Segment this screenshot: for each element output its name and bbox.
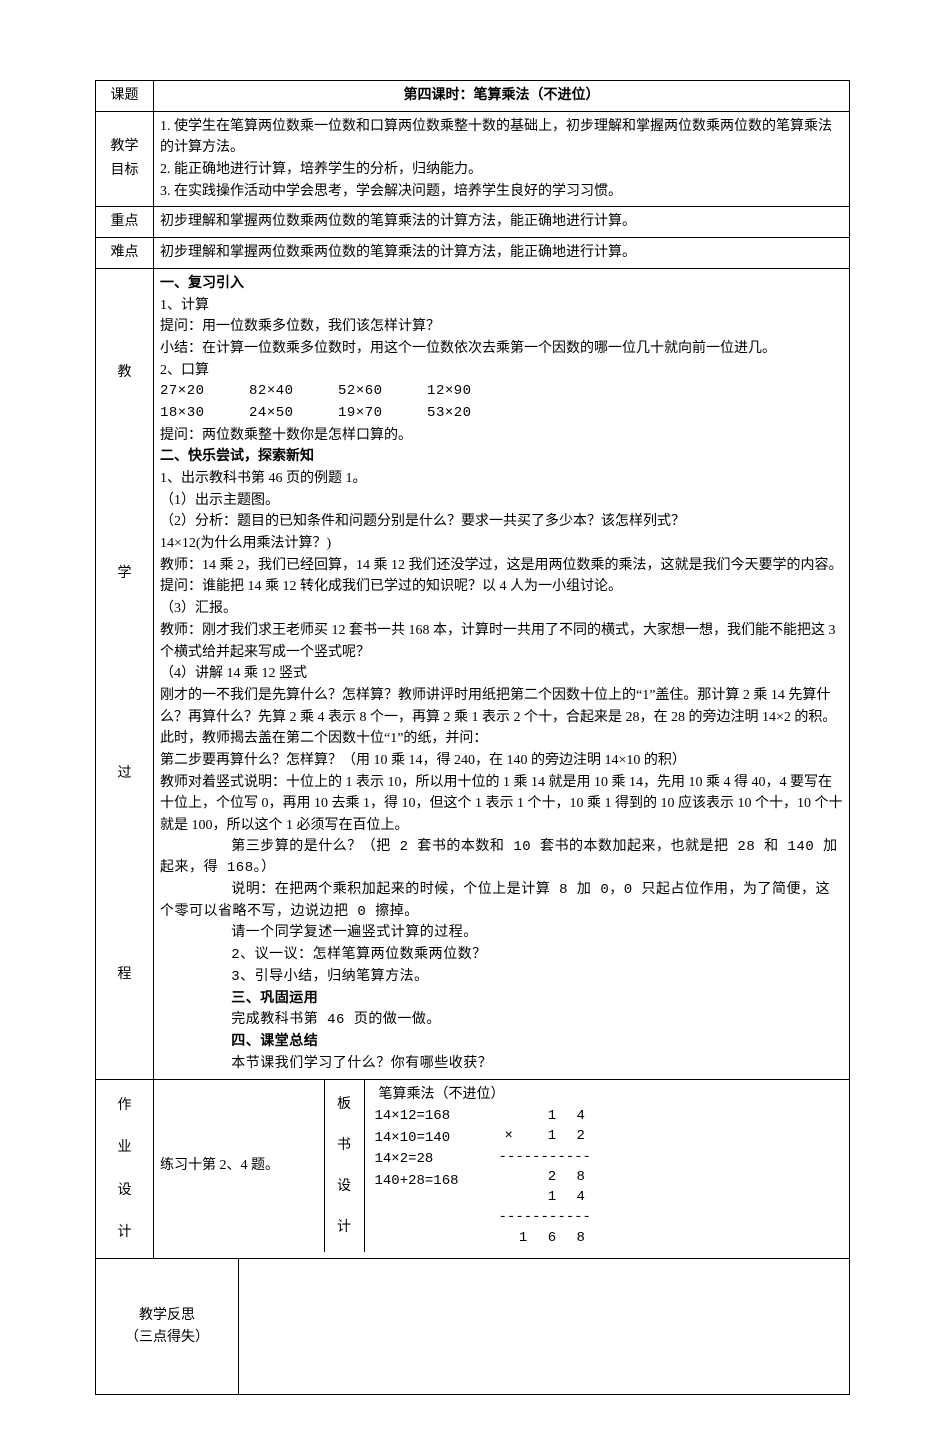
label-hw-2: 业 bbox=[118, 1137, 132, 1159]
vcalc-top: 1 4 bbox=[505, 1108, 591, 1124]
label-hw-3: 设 bbox=[118, 1180, 132, 1202]
process-p2: 提问：用一位数乘多位数，我们该怎样计算？ bbox=[160, 316, 843, 338]
label-hw-1: 作 bbox=[118, 1095, 132, 1117]
board-l4: 140+28=168 bbox=[375, 1173, 459, 1189]
label-process-2: 学 bbox=[118, 563, 132, 585]
vcalc-mul: × 1 2 bbox=[505, 1128, 591, 1144]
process-p12: （3）汇报。 bbox=[160, 598, 843, 620]
process-p16: 第二步要再算什么？怎样算？（用 10 乘 14，得 240，在 140 的旁边注… bbox=[160, 750, 843, 772]
process-p17: 教师对着竖式说明：十位上的 1 表示 10，所以用十位的 1 乘 14 就是用 … bbox=[160, 772, 843, 837]
process-p24: 本节课我们学习了什么？你有哪些收获？ bbox=[160, 1054, 843, 1076]
process-calc-row-2: 18×30 24×50 19×70 53×20 bbox=[160, 403, 843, 425]
board-l1: 14×12=168 bbox=[375, 1108, 451, 1124]
row-title: 课题 第四课时：笔算乘法（不进位） bbox=[96, 81, 850, 112]
label-homework: 作 业 设 计 bbox=[96, 1080, 154, 1259]
objective-3: 3. 在实践操作活动中学会思考，学会解决问题，培养学生良好的学习习惯。 bbox=[160, 181, 843, 203]
nandian-content: 初步理解和掌握两位数乘两位数的笔算乘法的计算方法，能正确地进行计算。 bbox=[154, 238, 850, 269]
label-bs-3: 设 bbox=[337, 1176, 351, 1198]
process-p11: 提问：谁能把 14 乘 12 转化成我们已学过的知识呢？以 4 人为一小组讨论。 bbox=[160, 576, 843, 598]
lesson-title: 第四课时：笔算乘法（不进位） bbox=[154, 81, 850, 112]
process-p23: 完成教科书第 46 页的做一做。 bbox=[160, 1010, 843, 1032]
process-p8: （2）分析：题目的已知条件和问题分别是什么？要求一共买了多少本？该怎样列式？ bbox=[160, 511, 843, 533]
board-title: 笔算乘法（不进位） bbox=[379, 1084, 840, 1106]
row-homework-board: 作 业 设 计 练习十第 2、4 题。 bbox=[96, 1080, 850, 1259]
process-content: 一、复习引入 1、计算 提问：用一位数乘多位数，我们该怎样计算？ 小结：在计算一… bbox=[154, 268, 850, 1079]
zhongdian-content: 初步理解和掌握两位数乘两位数的笔算乘法的计算方法，能正确地进行计算。 bbox=[154, 207, 850, 238]
process-p19: 说明：在把两个乘积加起来的时候，个位上是计算 8 加 0，0 只起占位作用，为了… bbox=[160, 880, 843, 923]
process-p15: 刚才的一不我们是先算什么？怎样算？教师讲评时用纸把第二个因数十位上的“1”盖住。… bbox=[160, 685, 843, 750]
label-process: 教 学 过 程 bbox=[96, 268, 154, 1079]
label-nandian: 难点 bbox=[96, 238, 154, 269]
process-p20: 请一个同学复述一遍竖式计算的过程。 bbox=[160, 923, 843, 945]
board-horizontal-calc: 14×12=168 14×10=140 14×2=28 140+28=168 bbox=[375, 1106, 459, 1193]
label-bs-2: 书 bbox=[337, 1135, 351, 1157]
label-process-1: 教 bbox=[118, 362, 132, 384]
process-calc-row-1: 27×20 82×40 52×60 12×90 bbox=[160, 381, 843, 403]
row-zhongdian: 重点 初步理解和掌握两位数乘两位数的笔算乘法的计算方法，能正确地进行计算。 bbox=[96, 207, 850, 238]
label-reflect-2: （三点得失） bbox=[102, 1327, 232, 1349]
label-board: 板 书 设 计 bbox=[324, 1080, 364, 1252]
process-p18: 第三步算的是什么？（把 2 套书的本数和 10 套书的本数加起来，也就是把 28… bbox=[160, 837, 843, 880]
label-objectives-2: 目标 bbox=[111, 160, 139, 182]
reflection-wrap: 教学反思 （三点得失） bbox=[96, 1259, 850, 1395]
row-nandian: 难点 初步理解和掌握两位数乘两位数的笔算乘法的计算方法，能正确地进行计算。 bbox=[96, 238, 850, 269]
section-4-heading: 四、课堂总结 bbox=[160, 1032, 843, 1054]
board-wrap: 14×12=168 14×10=140 14×2=28 140+28=168 1… bbox=[375, 1106, 840, 1248]
process-p3: 小结：在计算一位数乘多位数时，用这个一位数依次去乘第一个因数的哪一位几十就向前一… bbox=[160, 338, 843, 360]
process-p14: （4）讲解 14 乘 12 竖式 bbox=[160, 663, 843, 685]
label-process-4: 程 bbox=[118, 964, 132, 986]
page-root: 课题 第四课时：笔算乘法（不进位） 教学 目标 1. 使学生在笔算两位数乘一位数… bbox=[0, 0, 945, 1455]
process-p7: （1）出示主题图。 bbox=[160, 490, 843, 512]
board-l3: 14×2=28 bbox=[375, 1151, 434, 1167]
section-1-heading: 一、复习引入 bbox=[160, 273, 843, 295]
process-p5: 提问：两位数乘整十数你是怎样口算的。 bbox=[160, 425, 843, 447]
label-keti: 课题 bbox=[96, 81, 154, 112]
vcalc-rule1: ----------- bbox=[499, 1149, 591, 1165]
section-3-heading: 三、巩固运用 bbox=[160, 989, 843, 1011]
label-bs-1: 板 bbox=[337, 1094, 351, 1116]
row-process: 教 学 过 程 一、复习引入 1、计算 提问：用一位数乘多位数，我们该怎样计算？… bbox=[96, 268, 850, 1079]
board-l2: 14×10=140 bbox=[375, 1130, 451, 1146]
objectives-content: 1. 使学生在笔算两位数乘一位数和口算两位数乘整十数的基础上，初步理解和掌握两位… bbox=[154, 111, 850, 207]
objective-1: 1. 使学生在笔算两位数乘一位数和口算两位数乘整十数的基础上，初步理解和掌握两位… bbox=[160, 116, 843, 159]
objective-2: 2. 能正确地进行计算，培养学生的分析，归纳能力。 bbox=[160, 159, 843, 181]
vcalc-res: 1 6 8 bbox=[505, 1230, 591, 1246]
homework-content: 练习十第 2、4 题。 bbox=[154, 1080, 324, 1252]
homework-board-wrap: 练习十第 2、4 题。 板 书 设 计 笔算乘法（不进位） bbox=[154, 1080, 850, 1259]
process-p10: 教师：14 乘 2，我们已经回算，14 乘 12 我们还没学过，这是用两位数乘的… bbox=[160, 555, 843, 577]
reflection-content bbox=[239, 1259, 850, 1394]
process-p13: 教师：刚才我们求王老师买 12 套书一共 168 本，计算时一共用了不同的横式，… bbox=[160, 620, 843, 663]
process-p4: 2、口算 bbox=[160, 360, 843, 382]
process-p6: 1、出示教科书第 46 页的例题 1。 bbox=[160, 468, 843, 490]
lesson-plan-table: 课题 第四课时：笔算乘法（不进位） 教学 目标 1. 使学生在笔算两位数乘一位数… bbox=[95, 80, 850, 1395]
label-zhongdian: 重点 bbox=[96, 207, 154, 238]
label-process-3: 过 bbox=[118, 763, 132, 785]
label-objectives-1: 教学 bbox=[111, 136, 139, 158]
board-vertical-calc: 1 4 × 1 2 ----------- 2 8 1 4 ----------… bbox=[499, 1106, 591, 1248]
section-2-heading: 二、快乐尝试，探索新知 bbox=[160, 446, 843, 468]
vcalc-p2: 1 4 bbox=[533, 1189, 591, 1205]
label-reflection: 教学反思 （三点得失） bbox=[96, 1259, 239, 1394]
label-bs-4: 计 bbox=[337, 1217, 351, 1239]
board-content: 笔算乘法（不进位） 14×12=168 14×10=140 14×2=28 14… bbox=[364, 1080, 849, 1252]
process-p21: 2、议一议：怎样笔算两位数乘两位数？ bbox=[160, 945, 843, 967]
label-objectives: 教学 目标 bbox=[96, 111, 154, 207]
process-p1: 1、计算 bbox=[160, 295, 843, 317]
process-p22: 3、引导小结，归纳笔算方法。 bbox=[160, 967, 843, 989]
label-hw-4: 计 bbox=[118, 1222, 132, 1244]
vcalc-rule2: ----------- bbox=[499, 1209, 591, 1225]
label-reflect-1: 教学反思 bbox=[102, 1305, 232, 1327]
row-objectives: 教学 目标 1. 使学生在笔算两位数乘一位数和口算两位数乘整十数的基础上，初步理… bbox=[96, 111, 850, 207]
vcalc-p1: 2 8 bbox=[505, 1169, 591, 1185]
row-reflection: 教学反思 （三点得失） bbox=[96, 1259, 850, 1395]
process-p9: 14×12(为什么用乘法计算？) bbox=[160, 533, 843, 555]
